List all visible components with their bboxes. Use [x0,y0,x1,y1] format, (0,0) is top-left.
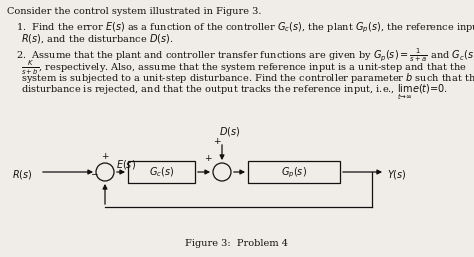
Bar [128,161,195,183]
Text: system is subjected to a unit-step disturbance. Find the controller parameter $b: system is subjected to a unit-step distu… [21,71,474,85]
Text: $E(s)$: $E(s)$ [116,158,136,171]
Text: $-$: $-$ [90,168,99,177]
Text: $\frac{K}{s+b}$, respectively. Also, assume that the system reference input is a: $\frac{K}{s+b}$, respectively. Also, ass… [21,59,466,77]
Text: $R(s)$, and the disturbance $D(s)$.: $R(s)$, and the disturbance $D(s)$. [21,32,173,45]
Text: Consider the control system illustrated in Figure 3.: Consider the control system illustrated … [7,7,262,16]
Text: $R(s)$: $R(s)$ [12,168,33,181]
Text: Figure 3:  Problem 4: Figure 3: Problem 4 [185,239,289,248]
Text: $G_c(s)$: $G_c(s)$ [149,166,174,179]
Text: 2.  Assume that the plant and controller transfer functions are given by $G_p(s): 2. Assume that the plant and controller … [7,46,474,63]
Text: +: + [204,154,211,163]
Text: +: + [101,152,109,161]
Text: disturbance is rejected, and that the output tracks the reference input, i.e., $: disturbance is rejected, and that the ou… [21,83,448,103]
Text: $Y(s)$: $Y(s)$ [387,168,407,181]
Text: $G_p(s)$: $G_p(s)$ [281,165,307,180]
Text: 1.  Find the error $E(s)$ as a function of the controller $G_c(s)$, the plant $G: 1. Find the error $E(s)$ as a function o… [7,21,474,35]
Text: $D(s)$: $D(s)$ [219,125,240,138]
Bar [248,161,340,183]
Text: +: + [213,137,220,146]
